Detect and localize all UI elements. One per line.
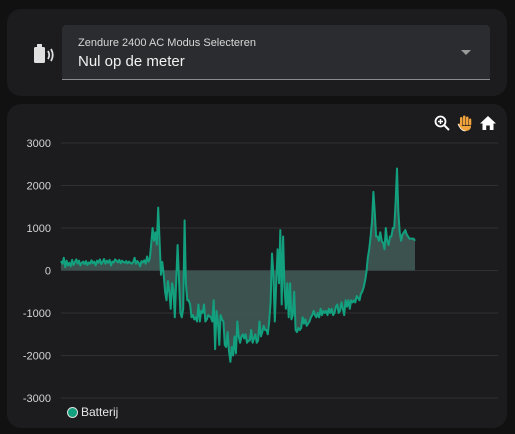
y-tick-label: -3000 bbox=[23, 393, 51, 405]
y-tick-label: 2000 bbox=[27, 181, 51, 193]
y-tick-label: 1000 bbox=[27, 223, 51, 235]
y-tick-label: -1000 bbox=[23, 308, 51, 320]
battery-line bbox=[60, 167, 416, 363]
chart-card: 3000 2000 1000 0 -1000 -2000 -3000 bbox=[7, 104, 507, 428]
battery-charging-icon bbox=[30, 40, 56, 66]
y-tick-label: 0 bbox=[45, 266, 51, 278]
pan-hand-icon[interactable] bbox=[456, 114, 474, 132]
dropdown-arrow-icon[interactable] bbox=[461, 50, 471, 55]
zoom-in-icon[interactable] bbox=[433, 114, 451, 132]
select-label: Zendure 2400 AC Modus Selecteren bbox=[78, 37, 256, 49]
chart-toolbar bbox=[433, 114, 497, 132]
y-tick-label: -2000 bbox=[23, 351, 51, 363]
battery-chart: 3000 2000 1000 0 -1000 -2000 -3000 bbox=[23, 138, 498, 405]
home-reset-icon[interactable] bbox=[479, 114, 497, 132]
y-tick-label: 3000 bbox=[27, 138, 51, 150]
mode-select[interactable]: Zendure 2400 AC Modus Selecteren Nul op … bbox=[62, 25, 490, 80]
select-value: Nul op de meter bbox=[78, 53, 185, 70]
mode-select-card: Zendure 2400 AC Modus Selecteren Nul op … bbox=[7, 9, 507, 96]
chart-legend[interactable]: Batterij bbox=[67, 405, 118, 419]
legend-label: Batterij bbox=[81, 405, 119, 419]
legend-marker bbox=[67, 406, 78, 418]
